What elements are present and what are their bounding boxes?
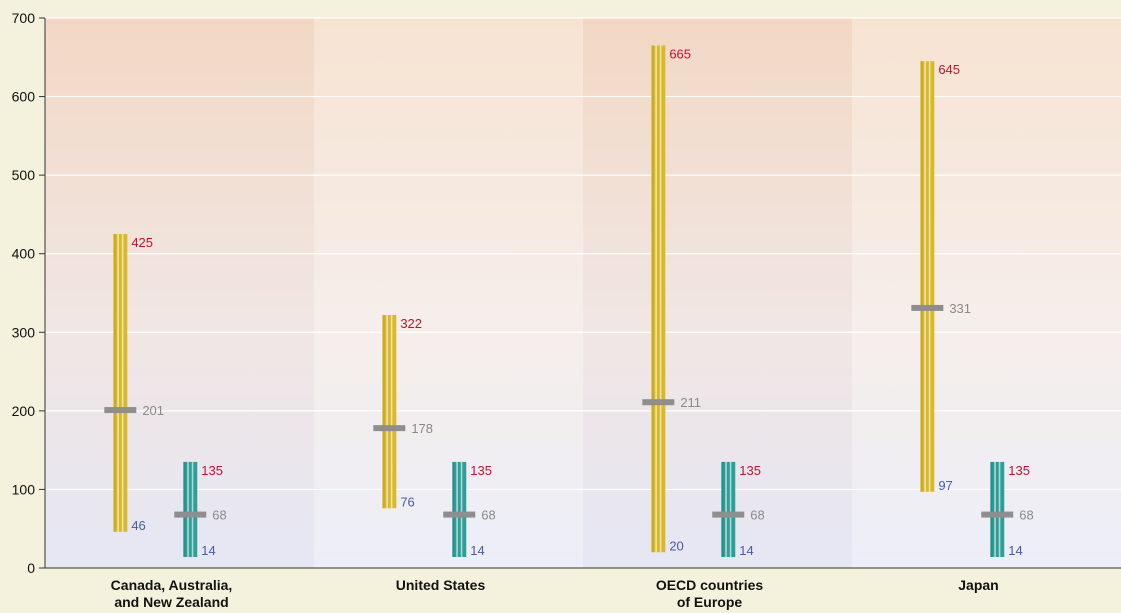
- range-bar-stripe: [390, 315, 393, 509]
- plot-background: [45, 18, 1121, 568]
- low-value-label: 14: [1008, 543, 1022, 558]
- high-value-label: 322: [400, 316, 422, 331]
- axes: [44, 18, 1121, 569]
- range-bar-stripe: [117, 234, 119, 532]
- high-value-label: 135: [739, 463, 761, 478]
- median-marker: [911, 304, 944, 311]
- category-label-line1: OECD countries: [656, 577, 764, 593]
- range-bar-stripe: [725, 461, 727, 557]
- range-bar-stripe: [456, 461, 458, 557]
- low-value-label: 46: [131, 518, 145, 533]
- range-bar-shade: [921, 61, 923, 492]
- y-tick-label: 700: [12, 10, 36, 26]
- y-tick-label: 100: [12, 481, 36, 497]
- median-value-label: 211: [680, 395, 701, 410]
- category-band: [583, 18, 852, 568]
- x-axis-categories: Canada, Australia,and New Zealand United …: [111, 577, 999, 610]
- category-label-line1: Canada, Australia,: [111, 577, 233, 593]
- y-tick-label: 0: [27, 560, 35, 576]
- high-value-label: 135: [1008, 463, 1030, 478]
- range-bar: [990, 461, 1005, 557]
- category-label-line1: United States: [396, 577, 486, 593]
- range-bar-shade: [184, 461, 186, 557]
- y-axis-ticks: 0 100 200 300 400 500 600 700: [12, 10, 45, 576]
- range-bar-stripe: [928, 61, 931, 492]
- median-marker: [174, 511, 207, 518]
- range-bar-stripe: [655, 45, 657, 553]
- low-value-label: 14: [201, 543, 215, 558]
- range-bar-stripe: [386, 315, 388, 509]
- low-value-label: 14: [470, 543, 484, 558]
- high-value-label: 425: [131, 235, 153, 250]
- y-tick-label: 500: [12, 167, 36, 183]
- y-tick-label: 600: [12, 89, 36, 105]
- range-bar-stripe: [191, 461, 194, 557]
- high-value-label: 135: [201, 463, 223, 478]
- range-bar-shade: [652, 45, 654, 553]
- category-label-line1: Japan: [958, 577, 998, 593]
- gridlines: [45, 17, 1121, 491]
- low-value-label: 14: [739, 543, 753, 558]
- y-tick-label: 400: [12, 246, 36, 262]
- range-bar-stripe: [460, 461, 463, 557]
- range-bar: [382, 315, 397, 509]
- range-bar-group: 665 211 20: [642, 45, 701, 553]
- range-bar-stripe: [998, 461, 1001, 557]
- median-value-label: 68: [1019, 508, 1033, 523]
- high-value-label: 135: [470, 463, 492, 478]
- range-bar-stripe: [994, 461, 996, 557]
- range-bars: 4252014632217876665211206453319713568141…: [104, 45, 1034, 558]
- range-bar-group: 135 68 14: [981, 461, 1034, 558]
- y-tick-label: 200: [12, 403, 36, 419]
- range-bar-stripe: [121, 234, 124, 532]
- median-marker: [712, 511, 745, 518]
- range-bar-stripe: [187, 461, 189, 557]
- median-value-label: 68: [750, 508, 764, 523]
- median-marker: [443, 511, 476, 518]
- range-bar-group: 135 68 14: [712, 461, 765, 558]
- low-value-label: 20: [669, 538, 683, 553]
- range-bar-shade: [991, 461, 993, 557]
- range-bar-shade: [383, 315, 385, 509]
- range-bar-group: 322 178 76: [373, 315, 433, 509]
- median-value-label: 178: [411, 421, 433, 436]
- range-bar-group: 135 68 14: [174, 461, 227, 558]
- range-bar-stripe: [924, 61, 926, 492]
- low-value-label: 97: [938, 478, 952, 493]
- low-value-label: 76: [400, 494, 414, 509]
- range-bar: [113, 234, 128, 532]
- range-bar-group: 425 201 46: [104, 234, 164, 533]
- range-bar-shade: [453, 461, 455, 557]
- range-bar-stripe: [729, 461, 732, 557]
- median-value-label: 68: [212, 508, 226, 523]
- range-bar: [651, 45, 666, 553]
- range-bar: [721, 461, 736, 557]
- range-bar-shade: [722, 461, 724, 557]
- high-value-label: 665: [669, 47, 691, 62]
- category-band: [45, 18, 314, 568]
- category-label-line2: and New Zealand: [114, 594, 228, 610]
- range-bar-shade: [114, 234, 116, 532]
- median-value-label: 201: [142, 403, 164, 418]
- range-bar-group: 645 331 97: [911, 61, 971, 493]
- range-bar-group: 135 68 14: [443, 461, 496, 558]
- high-value-label: 645: [938, 62, 960, 77]
- median-marker: [981, 511, 1014, 518]
- category-label-line2: of Europe: [677, 594, 743, 610]
- median-marker: [642, 399, 675, 406]
- y-tick-label: 300: [12, 324, 36, 340]
- median-marker: [373, 425, 406, 432]
- range-bar: [183, 461, 198, 557]
- median-marker: [104, 407, 137, 414]
- range-bar: [920, 61, 935, 492]
- median-value-label: 68: [481, 508, 495, 523]
- range-bar-stripe: [659, 45, 662, 553]
- median-value-label: 331: [949, 301, 971, 316]
- range-bar: [452, 461, 467, 557]
